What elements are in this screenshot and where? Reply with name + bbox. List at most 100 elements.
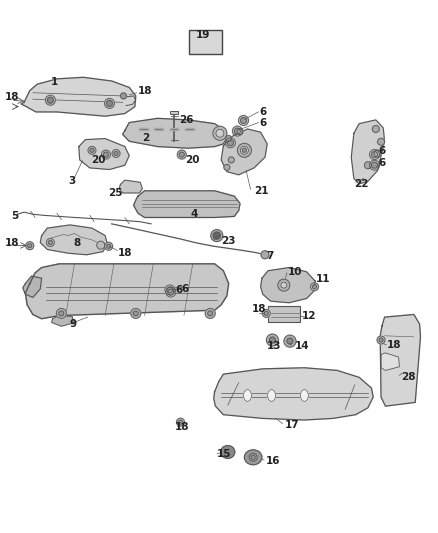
Polygon shape bbox=[134, 191, 240, 217]
Circle shape bbox=[370, 160, 379, 170]
Text: 6: 6 bbox=[259, 107, 267, 117]
Text: 20: 20 bbox=[91, 155, 106, 165]
Circle shape bbox=[46, 238, 54, 247]
Circle shape bbox=[287, 338, 293, 344]
Circle shape bbox=[48, 240, 53, 245]
Text: 21: 21 bbox=[254, 186, 268, 196]
Circle shape bbox=[179, 152, 184, 157]
Text: 26: 26 bbox=[179, 115, 193, 125]
Text: 5: 5 bbox=[11, 211, 18, 221]
FancyBboxPatch shape bbox=[268, 306, 300, 322]
Text: 28: 28 bbox=[401, 373, 415, 382]
Circle shape bbox=[47, 97, 53, 103]
Circle shape bbox=[249, 453, 257, 462]
Circle shape bbox=[114, 151, 118, 156]
Circle shape bbox=[237, 143, 251, 157]
Circle shape bbox=[237, 128, 243, 135]
Polygon shape bbox=[52, 316, 74, 326]
Circle shape bbox=[26, 241, 34, 250]
Text: 18: 18 bbox=[252, 304, 266, 314]
Text: 18: 18 bbox=[138, 86, 152, 95]
Text: 15: 15 bbox=[217, 449, 232, 459]
Polygon shape bbox=[381, 353, 399, 370]
Text: 6: 6 bbox=[378, 147, 386, 156]
Polygon shape bbox=[23, 276, 42, 297]
Ellipse shape bbox=[268, 390, 276, 401]
Circle shape bbox=[312, 285, 317, 289]
Circle shape bbox=[131, 309, 141, 318]
Text: 4: 4 bbox=[191, 209, 198, 219]
Text: 18: 18 bbox=[4, 238, 19, 247]
Circle shape bbox=[177, 150, 186, 159]
Text: 18: 18 bbox=[175, 423, 190, 432]
Polygon shape bbox=[119, 180, 142, 193]
Polygon shape bbox=[123, 118, 227, 148]
Polygon shape bbox=[21, 77, 136, 116]
Polygon shape bbox=[79, 139, 129, 169]
Circle shape bbox=[205, 309, 215, 318]
Ellipse shape bbox=[300, 390, 308, 401]
Circle shape bbox=[106, 100, 113, 107]
Text: 18: 18 bbox=[4, 92, 19, 102]
Circle shape bbox=[284, 335, 296, 347]
Circle shape bbox=[216, 129, 224, 138]
Text: 2: 2 bbox=[142, 133, 150, 142]
Polygon shape bbox=[380, 314, 420, 406]
Circle shape bbox=[266, 334, 279, 346]
Circle shape bbox=[178, 420, 183, 424]
Text: 12: 12 bbox=[302, 311, 317, 320]
Circle shape bbox=[168, 289, 174, 295]
Circle shape bbox=[374, 150, 381, 157]
Circle shape bbox=[242, 148, 247, 152]
Text: 8: 8 bbox=[74, 238, 81, 247]
Circle shape bbox=[97, 241, 105, 249]
Polygon shape bbox=[40, 225, 107, 255]
Circle shape bbox=[57, 309, 66, 318]
Text: 18: 18 bbox=[118, 248, 133, 257]
Circle shape bbox=[226, 138, 235, 148]
Circle shape bbox=[106, 244, 111, 248]
Ellipse shape bbox=[244, 390, 251, 401]
Circle shape bbox=[364, 161, 371, 169]
Circle shape bbox=[377, 336, 385, 344]
Polygon shape bbox=[214, 368, 373, 420]
Circle shape bbox=[234, 128, 240, 134]
Circle shape bbox=[239, 116, 248, 125]
Text: 7: 7 bbox=[266, 251, 274, 261]
Circle shape bbox=[240, 146, 248, 155]
Circle shape bbox=[227, 140, 233, 146]
Circle shape bbox=[120, 93, 127, 99]
Circle shape bbox=[371, 162, 378, 168]
Circle shape bbox=[251, 455, 255, 459]
Text: 16: 16 bbox=[266, 456, 281, 466]
Polygon shape bbox=[25, 264, 229, 319]
Polygon shape bbox=[261, 268, 315, 303]
Circle shape bbox=[233, 126, 242, 136]
Circle shape bbox=[224, 164, 230, 171]
Text: 20: 20 bbox=[185, 155, 199, 165]
Text: 22: 22 bbox=[354, 179, 368, 189]
Text: 6: 6 bbox=[175, 285, 183, 295]
Circle shape bbox=[311, 282, 318, 291]
Text: 9: 9 bbox=[69, 319, 76, 329]
Circle shape bbox=[105, 242, 113, 251]
Circle shape bbox=[371, 151, 378, 158]
FancyBboxPatch shape bbox=[189, 30, 222, 54]
Circle shape bbox=[28, 244, 32, 248]
Text: 19: 19 bbox=[196, 30, 211, 39]
Circle shape bbox=[281, 282, 287, 288]
Circle shape bbox=[166, 287, 176, 297]
Circle shape bbox=[46, 95, 55, 105]
Text: 10: 10 bbox=[288, 267, 303, 277]
Circle shape bbox=[208, 311, 213, 316]
Text: 3: 3 bbox=[68, 176, 75, 186]
Text: 6: 6 bbox=[259, 118, 267, 127]
Circle shape bbox=[105, 99, 114, 108]
Text: 14: 14 bbox=[294, 342, 309, 351]
Circle shape bbox=[112, 149, 120, 158]
Circle shape bbox=[378, 138, 385, 146]
Circle shape bbox=[370, 150, 379, 159]
Circle shape bbox=[278, 279, 290, 291]
Circle shape bbox=[262, 309, 270, 318]
Circle shape bbox=[213, 126, 227, 140]
